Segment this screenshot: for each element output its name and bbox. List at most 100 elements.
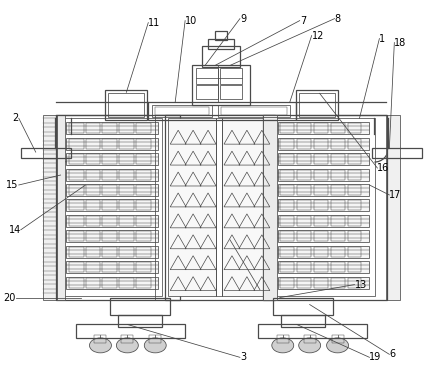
Bar [277,335,289,343]
Bar [102,231,117,241]
Text: 6: 6 [389,349,396,360]
Bar [109,93,144,117]
Bar [297,170,311,180]
Ellipse shape [144,338,166,353]
Bar [85,154,101,164]
Bar [66,138,158,150]
Text: 9: 9 [240,14,246,24]
Bar [347,185,361,195]
Bar [347,200,361,210]
Text: 2: 2 [12,113,19,123]
Bar [222,118,272,296]
Bar [218,105,290,117]
Bar [330,200,345,210]
Text: 14: 14 [8,225,21,235]
Bar [102,216,117,226]
Bar [273,297,333,315]
Bar [69,200,84,210]
Bar [56,115,180,300]
Bar [278,215,369,227]
Bar [347,170,361,180]
Ellipse shape [326,338,349,353]
Bar [120,247,134,257]
Bar [330,216,345,226]
Bar [314,278,327,288]
Bar [66,277,158,289]
Bar [330,154,345,164]
Bar [165,115,275,300]
Bar [297,154,311,164]
Text: 20: 20 [4,293,16,303]
Bar [278,153,369,165]
Bar [136,231,151,241]
Bar [263,115,277,300]
Bar [85,231,101,241]
Text: 11: 11 [148,18,160,28]
Bar [69,185,84,195]
Bar [57,115,65,300]
Bar [297,262,311,272]
Bar [296,91,338,120]
Bar [196,68,218,84]
Bar [330,278,345,288]
Bar [280,200,294,210]
Bar [148,102,296,120]
Bar [297,200,311,210]
Bar [66,230,158,242]
Bar [85,139,101,149]
Bar [314,123,327,133]
Bar [120,278,134,288]
Bar [314,262,327,272]
Bar [263,115,387,300]
Bar [85,123,101,133]
Bar [347,154,361,164]
Bar [297,139,311,149]
Bar [278,246,369,258]
Bar [110,297,170,315]
Bar [102,170,117,180]
Text: 13: 13 [354,280,367,289]
Bar [118,315,162,327]
Bar [278,277,369,289]
Bar [136,278,151,288]
Text: 10: 10 [185,16,198,26]
Bar [278,261,369,273]
Bar [94,335,106,343]
Bar [105,91,147,120]
Bar [221,107,287,115]
Bar [347,216,361,226]
Bar [314,216,327,226]
Bar [155,107,209,115]
Bar [220,68,242,84]
Bar [120,216,134,226]
Bar [69,123,84,133]
Bar [102,123,117,133]
Text: 16: 16 [377,163,390,173]
Bar [276,118,375,296]
Bar [121,335,133,343]
Bar [102,185,117,195]
Text: 3: 3 [240,352,246,362]
Bar [66,184,158,196]
Bar [62,118,162,296]
Bar [278,169,369,181]
Bar [136,185,151,195]
Bar [258,324,367,338]
Bar [136,262,151,272]
Bar [168,118,216,296]
Bar [297,278,311,288]
Text: 19: 19 [369,352,382,362]
Bar [280,278,294,288]
Ellipse shape [299,338,321,353]
Bar [208,39,234,49]
Ellipse shape [89,338,112,353]
Bar [120,262,134,272]
Bar [272,118,276,296]
Bar [278,122,369,134]
Bar [330,139,345,149]
Bar [314,139,327,149]
Bar [347,139,361,149]
Bar [66,153,158,165]
Bar [314,247,327,257]
Bar [278,230,369,242]
